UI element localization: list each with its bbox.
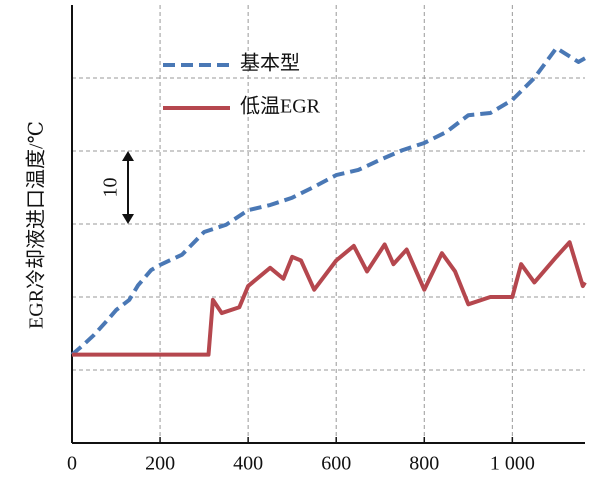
y-axis-label: EGR冷却液进口温度/℃ — [25, 121, 48, 329]
legend-label: 低温EGR — [240, 95, 321, 118]
data-line — [70, 46, 586, 357]
arrow-head — [122, 151, 134, 161]
legend-label: 基本型 — [240, 52, 300, 75]
x-tick-label: 600 — [321, 453, 351, 475]
arrow-head — [122, 214, 134, 224]
x-tick-label: 800 — [409, 453, 439, 475]
x-tick-label: 400 — [233, 453, 263, 475]
annotation: 10 — [100, 178, 122, 198]
data-line — [72, 240, 587, 357]
x-tick-label: 200 — [145, 453, 175, 475]
x-tick-label: 1 000 — [490, 453, 535, 475]
x-tick-label: 0 — [67, 453, 77, 475]
